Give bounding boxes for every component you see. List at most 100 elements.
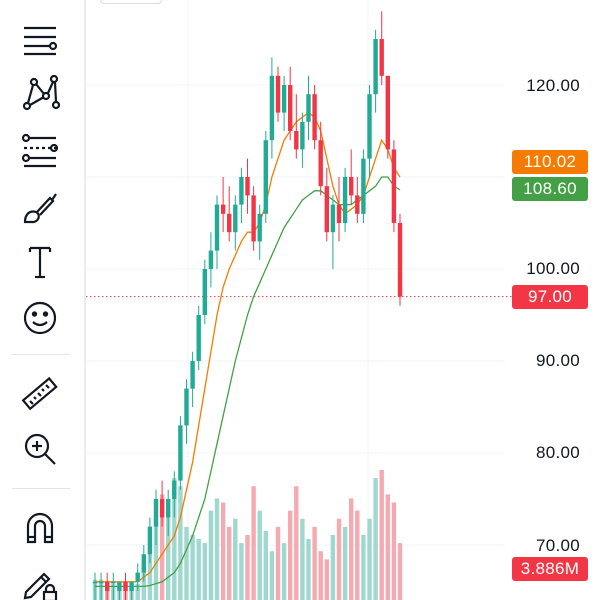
- candle-body: [141, 554, 146, 573]
- candle-body: [379, 39, 384, 76]
- candle-body: [178, 425, 183, 481]
- candle-body: [342, 177, 348, 223]
- trend-line-tools-icon[interactable]: [18, 17, 62, 61]
- zoom-in-icon[interactable]: [18, 427, 62, 471]
- emoji-icon[interactable]: [18, 296, 62, 340]
- candle-body: [135, 572, 140, 582]
- toolbar-separator: [84, 0, 86, 600]
- candle-body: [184, 388, 189, 426]
- text-icon[interactable]: [18, 240, 62, 284]
- volume-bar: [373, 478, 378, 600]
- volume-bar: [288, 510, 293, 600]
- magnet-icon[interactable]: [18, 506, 62, 550]
- price-chart[interactable]: [86, 0, 600, 600]
- candle-body: [269, 75, 275, 141]
- price-axis-label: 120.00: [526, 76, 580, 95]
- volume-bar: [336, 518, 342, 600]
- candle-body: [172, 480, 177, 499]
- chart-top-button[interactable]: [100, 0, 162, 4]
- volume-bar: [233, 518, 238, 600]
- volume-bar: [257, 510, 262, 600]
- ma-fast-badge: 110.02: [512, 150, 588, 174]
- ma-slow-badge: 108.60: [512, 177, 588, 201]
- toolbar-divider: [12, 354, 70, 355]
- price-axis-label: 80.00: [535, 443, 580, 462]
- ma-fast-line: [95, 111, 401, 583]
- candle-body: [324, 186, 329, 233]
- volume-bar: [220, 502, 226, 600]
- candle-body: [318, 140, 323, 187]
- volume-bar: [178, 486, 183, 600]
- candle-body: [166, 499, 171, 518]
- candle-body: [98, 581, 104, 584]
- volume-bar: [397, 543, 403, 600]
- candle-body: [367, 94, 372, 159]
- fib-tools-icon[interactable]: [18, 127, 62, 171]
- price-axis-label: 70.00: [535, 536, 580, 555]
- volume-bar: [349, 498, 354, 600]
- volume-bar: [324, 559, 329, 600]
- volume-bar: [166, 510, 171, 600]
- candle-body: [105, 581, 110, 591]
- pattern-tools-icon[interactable]: [18, 70, 62, 114]
- candle-body: [245, 177, 250, 196]
- candle-body: [147, 526, 153, 555]
- candle-body: [208, 250, 214, 269]
- candle-body: [111, 581, 116, 584]
- lock-drawing-icon[interactable]: [18, 560, 62, 600]
- volume-bar: [147, 551, 153, 600]
- candle-body: [355, 195, 360, 214]
- volume-bar: [312, 526, 317, 600]
- volume-bar: [379, 470, 384, 600]
- volume-bar: [367, 518, 372, 600]
- volume-bar: [330, 535, 336, 600]
- candle-body: [227, 213, 232, 233]
- candle-body: [117, 581, 122, 591]
- volume-bar: [239, 543, 244, 600]
- volume-bar: [153, 518, 159, 600]
- volume-bar: [251, 486, 256, 600]
- volume-bar: [306, 539, 311, 600]
- price-axis-label: 100.00: [526, 259, 580, 278]
- candle-body: [312, 94, 317, 141]
- candle-body: [294, 131, 299, 150]
- volume-bar: [196, 539, 201, 600]
- candle-body: [153, 499, 159, 527]
- volume-bar: [141, 567, 146, 600]
- volume-bar: [342, 526, 348, 600]
- candle-body: [239, 177, 244, 205]
- candle-body: [159, 499, 165, 518]
- candle-body: [251, 195, 256, 242]
- candle-body: [330, 204, 336, 233]
- candle-body: [220, 204, 226, 214]
- volume-bar: [294, 486, 299, 600]
- candle-body: [391, 149, 397, 223]
- toolbar-divider: [12, 488, 70, 489]
- candle-body: [233, 204, 238, 233]
- ruler-icon[interactable]: [18, 372, 62, 416]
- candle-body: [336, 204, 342, 223]
- drawing-toolbar: [0, 0, 86, 600]
- brush-icon[interactable]: [18, 186, 62, 230]
- volume-bar: [385, 494, 390, 600]
- volume-bar: [361, 535, 366, 600]
- candle-body: [281, 85, 287, 113]
- volume-bar: [184, 526, 189, 600]
- candle-body: [92, 581, 98, 584]
- volume-bar: [355, 510, 360, 600]
- volume-bar: [190, 535, 195, 600]
- candle-body: [275, 75, 281, 113]
- ma-slow-line: [95, 176, 401, 588]
- candle-body: [214, 204, 220, 251]
- candle-body: [202, 269, 207, 315]
- volume-bar: [281, 543, 287, 600]
- candle-body: [361, 158, 366, 214]
- last-price-badge: 97.00: [512, 285, 588, 309]
- candle-body: [300, 121, 305, 150]
- candle-body: [196, 315, 201, 361]
- volume-bar: [263, 530, 268, 600]
- volume-bar: [172, 478, 177, 600]
- candle-body: [373, 39, 378, 95]
- candle-body: [263, 140, 268, 214]
- volume-bar: [269, 551, 275, 600]
